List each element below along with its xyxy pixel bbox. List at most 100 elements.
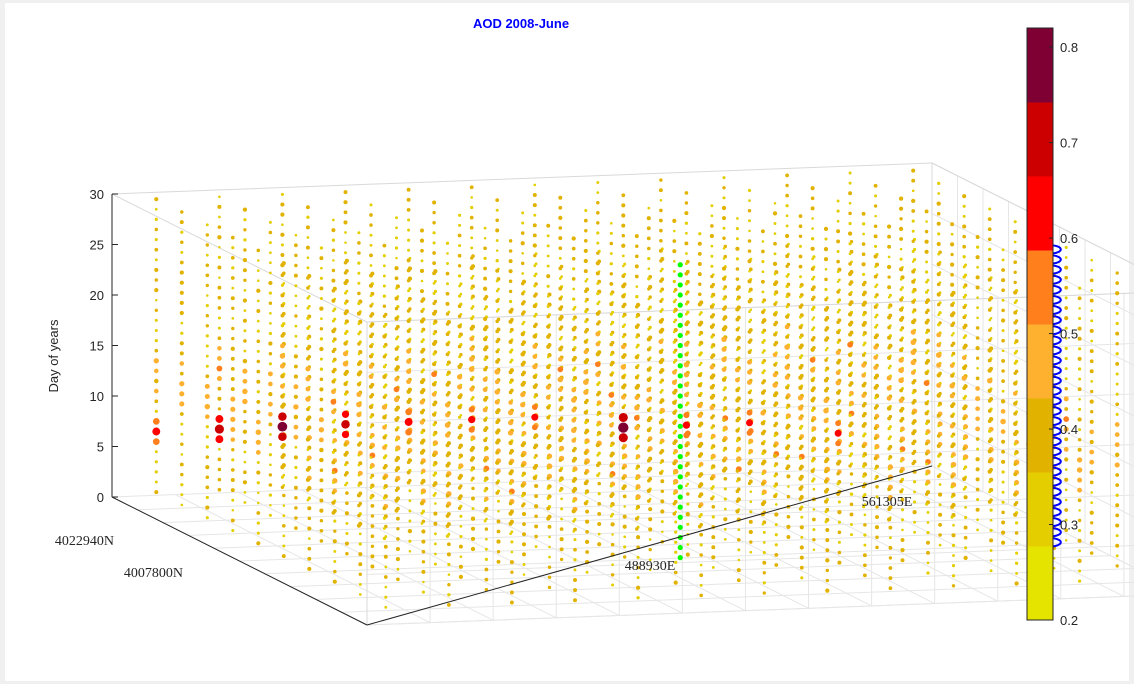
aod-point <box>280 303 285 308</box>
aod-point <box>621 486 626 491</box>
aod-point <box>205 485 210 490</box>
aod-point <box>532 475 537 480</box>
aod-point <box>243 450 247 454</box>
aod-point <box>382 395 387 399</box>
aod-point <box>1089 429 1094 435</box>
aod-point <box>495 430 500 435</box>
aod-point <box>938 523 942 527</box>
aod-point <box>457 334 462 339</box>
aod-point <box>294 476 298 480</box>
aod-point <box>962 447 966 451</box>
aod-point <box>658 420 663 425</box>
aod-point <box>205 374 210 379</box>
aod-point <box>269 503 272 507</box>
aod-point <box>357 463 361 467</box>
aod-point <box>231 266 235 270</box>
aod-point <box>331 409 336 415</box>
aod-point <box>736 568 741 573</box>
aod-point <box>635 476 639 481</box>
aod-point <box>217 457 222 462</box>
aod-point <box>205 344 209 348</box>
aod-point <box>230 468 235 472</box>
aod-point <box>824 429 828 433</box>
aod-point <box>483 337 488 342</box>
aod-point <box>154 338 158 343</box>
aod-point <box>357 271 361 275</box>
aod-point <box>406 208 411 212</box>
aod-point <box>256 521 260 525</box>
aod-point <box>546 334 551 339</box>
aod-point <box>319 457 324 463</box>
aod-point <box>911 299 916 304</box>
aod-point <box>887 305 891 309</box>
aod-point <box>672 511 677 516</box>
aod-point <box>609 382 614 388</box>
aod-point <box>457 314 462 319</box>
aod-point <box>533 274 537 278</box>
aod-point <box>646 499 651 503</box>
aod-point <box>357 443 361 447</box>
aod-point <box>471 507 475 511</box>
aod-point <box>698 494 702 499</box>
aod-point <box>242 268 247 273</box>
aod-point <box>280 313 285 318</box>
data-points <box>152 168 1120 609</box>
aod-point <box>988 207 992 211</box>
aod-point <box>508 501 513 506</box>
aod-point <box>558 417 563 422</box>
aod-point <box>785 284 789 289</box>
aod-point <box>596 231 600 235</box>
aod-point <box>268 280 273 286</box>
aod-point <box>672 370 677 375</box>
aod-point <box>952 332 955 335</box>
aod-point <box>646 337 651 342</box>
aod-point <box>394 478 399 483</box>
aod-point <box>383 575 388 579</box>
aod-point <box>636 565 640 570</box>
aod-point <box>419 389 425 395</box>
aod-point <box>873 436 878 441</box>
aod-point <box>850 523 853 526</box>
aod-point <box>179 220 184 225</box>
aod-point <box>268 401 273 407</box>
aod-point <box>824 520 828 524</box>
aod-point <box>937 232 941 236</box>
aod-point <box>634 274 639 279</box>
aod-point <box>294 263 298 268</box>
aod-point <box>407 218 411 222</box>
aod-point <box>558 306 563 311</box>
aod-point <box>772 393 778 398</box>
aod-point <box>635 507 639 511</box>
aod-point <box>331 238 336 242</box>
aod-point <box>861 262 866 267</box>
aod-point <box>950 292 955 297</box>
aod-point <box>925 220 928 223</box>
aod-point <box>230 296 235 301</box>
aod-point <box>659 208 663 213</box>
aod-point <box>610 573 615 577</box>
aod-point <box>408 539 412 543</box>
aod-point <box>230 356 235 361</box>
aod-point <box>711 504 716 509</box>
aod-point <box>305 225 310 230</box>
aod-point <box>937 323 941 327</box>
aod-point <box>469 458 474 462</box>
aod-point <box>787 485 790 488</box>
aod-point <box>721 205 727 211</box>
aod-point <box>242 368 248 374</box>
aod-point <box>925 351 929 355</box>
aod-point <box>836 330 841 335</box>
aod-point <box>989 286 993 290</box>
aod-point <box>558 347 563 352</box>
aod-point <box>623 535 627 539</box>
aod-point <box>1063 396 1069 402</box>
aod-point <box>445 463 450 468</box>
aod-point <box>684 282 689 286</box>
aod-point <box>962 265 966 269</box>
aod-point <box>809 357 816 363</box>
aod-point <box>1000 399 1006 404</box>
x-tick-label-1: 488930E <box>625 559 676 574</box>
aod-point <box>810 469 815 473</box>
aod-point <box>950 333 954 337</box>
